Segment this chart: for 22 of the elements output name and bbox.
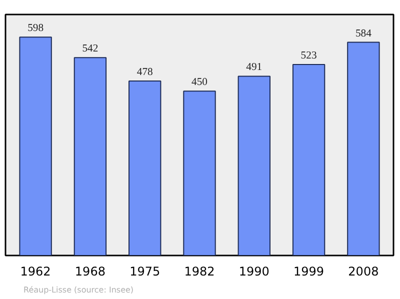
bar: [238, 76, 270, 256]
bar: [128, 80, 162, 256]
x-tick-label: 1982: [184, 264, 215, 278]
data-label: 542: [82, 44, 98, 55]
data-label: 491: [246, 62, 262, 74]
bar: [183, 90, 216, 256]
x-tick-label: 1999: [294, 264, 324, 278]
data-label: 450: [192, 77, 208, 88]
data-label: 478: [136, 66, 153, 78]
data-label: 598: [28, 23, 44, 34]
bar: [292, 64, 326, 256]
x-tick-label: 1968: [74, 264, 106, 278]
bar: [74, 57, 107, 256]
text: Réaup-Lisse (source: Insee): [24, 286, 134, 294]
data-label: 523: [300, 50, 317, 62]
x-tick-label: 1962: [20, 264, 51, 278]
bar: [347, 42, 380, 256]
data-label: 584: [355, 28, 372, 40]
x-tick-label: 1990: [238, 264, 270, 278]
bar: [19, 36, 52, 256]
x-tick-label: 1975: [130, 264, 160, 278]
x-tick-label: 2008: [348, 264, 379, 278]
